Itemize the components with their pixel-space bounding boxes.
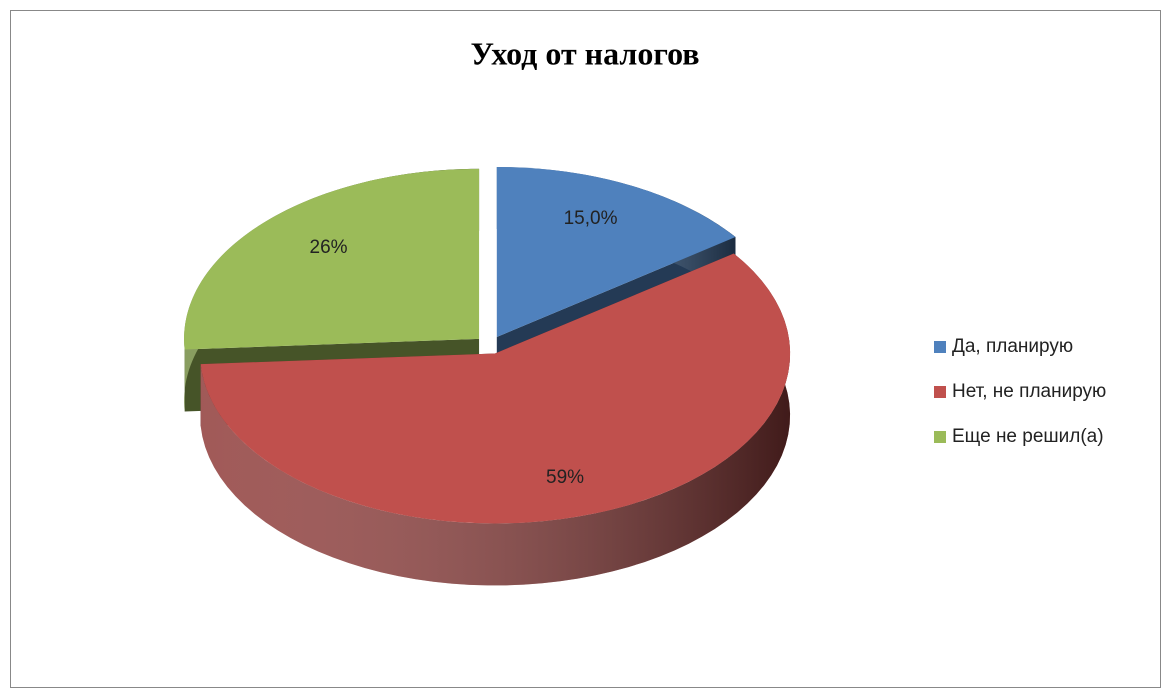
- value-label: 26%: [310, 237, 348, 258]
- legend-swatch: [934, 431, 946, 443]
- slice-top: [200, 253, 791, 524]
- legend-swatch: [934, 341, 946, 353]
- slice-top: [184, 168, 480, 350]
- legend-label: Нет, не планирую: [952, 381, 1106, 402]
- legend-label: Да, планирую: [952, 336, 1073, 357]
- chart-title: Уход от налогов: [470, 35, 699, 71]
- slice: [200, 253, 791, 586]
- legend-swatch: [934, 386, 946, 398]
- legend-label: Еще не решил(а): [952, 426, 1104, 447]
- slice-wall-shade: [200, 253, 791, 586]
- value-label: 15,0%: [564, 208, 618, 229]
- value-label: 59%: [546, 467, 584, 488]
- slice-top: [496, 166, 736, 337]
- slice: [184, 168, 480, 412]
